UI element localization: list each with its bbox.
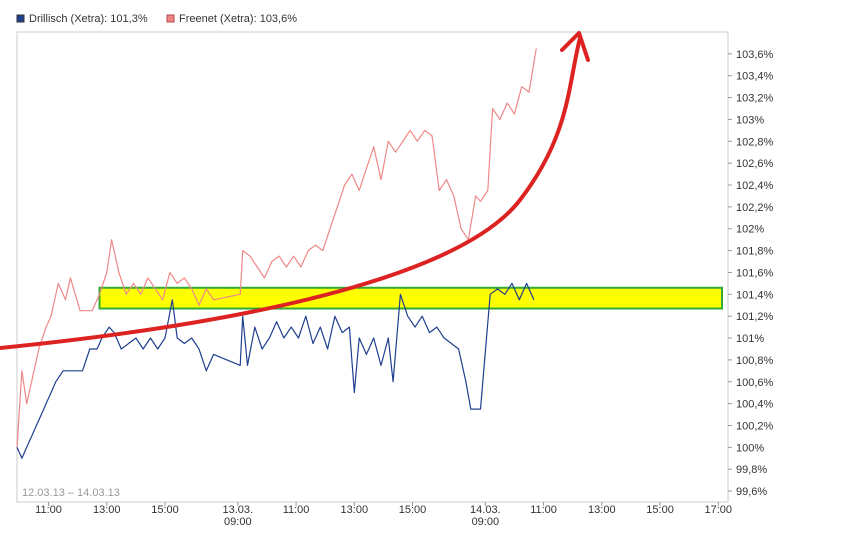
y-tick-label: 101,8% [736, 246, 774, 258]
y-tick-label: 100,2% [736, 420, 774, 432]
legend: Drillisch (Xetra): 101,3% Freenet (Xetra… [16, 13, 297, 25]
x-tick-label: 13:00 [93, 504, 121, 516]
plot-area [16, 31, 729, 503]
y-tick-label: 102,2% [736, 202, 774, 214]
y-tick-label: 100,6% [736, 377, 774, 389]
legend-swatch-drillisch [16, 14, 25, 23]
legend-label-freenet: Freenet (Xetra): 103,6% [179, 13, 297, 25]
y-tick-label: 103,4% [736, 71, 774, 83]
x-tick-label: 15:00 [646, 504, 674, 516]
legend-label-drillisch: Drillisch (Xetra): 101,3% [29, 13, 148, 25]
trend-arrow-head [560, 31, 590, 62]
y-tick-label: 103,6% [736, 49, 774, 61]
y-tick-label: 103,2% [736, 93, 774, 105]
x-tick-label: 13:00 [588, 504, 616, 516]
y-tick-label: 101% [736, 333, 764, 345]
x-tick-sublabel: 09:00 [224, 516, 252, 528]
series-line-freenet [16, 48, 537, 448]
y-tick-label: 102,6% [736, 158, 774, 170]
arrow-layer [0, 31, 590, 350]
y-tick-label: 99,8% [736, 464, 767, 476]
y-tick-label: 100,4% [736, 399, 774, 411]
highlight-band-layer [98, 286, 723, 310]
x-tick-label: 13.03. [223, 504, 254, 516]
x-tick-sublabel: 09:00 [472, 516, 500, 528]
series-line-drillisch [16, 282, 535, 459]
x-tick-label: 11:00 [283, 504, 310, 516]
highlight-band [98, 286, 723, 310]
y-tick-label: 102% [736, 224, 764, 236]
y-tick-label: 101,4% [736, 289, 774, 301]
trend-arrow-curve [0, 36, 582, 350]
y-tick-label: 101,2% [736, 311, 774, 323]
x-tick-label: 17:00 [705, 504, 733, 516]
x-tick-label: 14.03. [470, 504, 501, 516]
x-tick-label: 11:00 [35, 504, 62, 516]
legend-swatch-freenet [166, 14, 175, 23]
x-tick-label: 11:00 [530, 504, 557, 516]
y-tick-label: 100,8% [736, 355, 774, 367]
y-tick-label: 101,6% [736, 267, 774, 279]
y-tick-label: 102,8% [736, 136, 774, 148]
date-range-label: 12.03.13 – 14.03.13 [22, 487, 120, 499]
x-tick-label: 15:00 [151, 504, 179, 516]
y-axis: 99,6% 99,8% 100% 100,2% 100,4% 100,6% 100,8% 10… [728, 49, 774, 498]
y-tick-label: 100% [736, 442, 764, 454]
y-tick-label: 102,4% [736, 180, 774, 192]
y-tick-label: 103% [736, 114, 764, 126]
series-layer [16, 48, 537, 459]
x-tick-label: 15:00 [399, 504, 427, 516]
x-tick-label: 13:00 [341, 504, 369, 516]
y-tick-label: 99,6% [736, 486, 767, 498]
